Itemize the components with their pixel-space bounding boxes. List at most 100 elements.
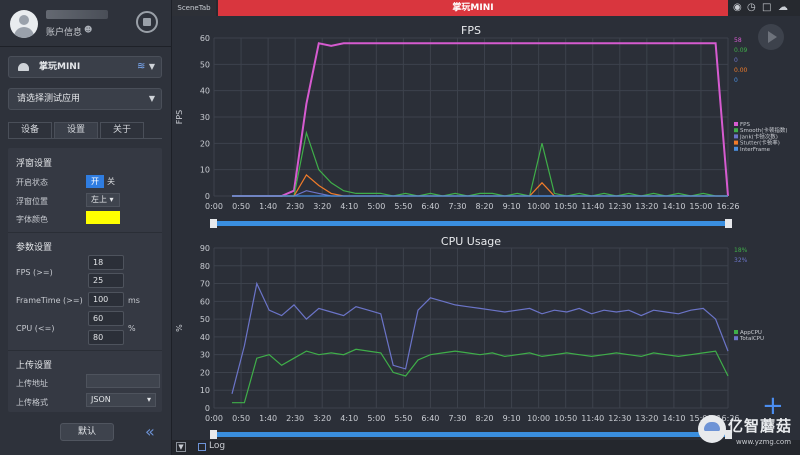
cpu-threshold-1-input[interactable]: 60 bbox=[88, 311, 124, 326]
location-icon[interactable]: ◉ bbox=[733, 2, 742, 13]
legend-swatch bbox=[734, 122, 738, 126]
x-tick-label: 5:00 bbox=[367, 202, 385, 211]
float-position-select[interactable]: 左上 ▾ bbox=[86, 193, 120, 207]
legend-entry: InterFrame bbox=[740, 147, 771, 153]
y-tick-label: 0 bbox=[205, 404, 210, 413]
tab-settings[interactable]: 设置 bbox=[54, 122, 98, 138]
android-icon bbox=[18, 63, 29, 71]
legend-swatch bbox=[734, 134, 738, 139]
frametime-input[interactable]: 100 bbox=[88, 292, 124, 307]
chart-area: FPS FPS 0 10 20 30 40 50 60 0:00 0:50 1:40 2:30 3:20 4… bbox=[172, 16, 800, 440]
top-bar: SceneTab 掌玩MINI ◉ ◷ □ ☁ bbox=[172, 0, 800, 16]
log-checkbox[interactable] bbox=[198, 443, 206, 451]
x-tick-label: 8:20 bbox=[476, 414, 494, 423]
default-button[interactable]: 默认 bbox=[60, 423, 114, 441]
watermark-url: www.yzmg.com bbox=[736, 438, 792, 446]
x-tick-label: 2:30 bbox=[286, 202, 304, 211]
mushroom-logo-icon bbox=[698, 415, 726, 443]
clock-icon[interactable]: ◷ bbox=[747, 2, 756, 13]
legend-swatch bbox=[734, 336, 738, 341]
x-tick-label: 1:40 bbox=[259, 202, 277, 211]
record-button[interactable] bbox=[136, 11, 158, 33]
test-app-select[interactable]: 请选择测试应用 ▼ bbox=[8, 88, 162, 110]
settings-sidebar: 账户信息 ☻ 掌玩MINI ≋ ▼ 请选择测试应用 ▼ 设备 设置 关于 浮窗设… bbox=[0, 0, 172, 455]
folder-icon[interactable]: □ bbox=[762, 2, 772, 13]
x-tick-label: 10:50 bbox=[554, 202, 577, 211]
scene-tab[interactable]: SceneTab bbox=[172, 0, 216, 16]
fps-threshold-1-input[interactable]: 18 bbox=[88, 255, 124, 270]
y-tick-label: 10 bbox=[200, 386, 210, 395]
chart-title: CPU Usage bbox=[441, 235, 501, 248]
legend-swatch bbox=[734, 330, 738, 334]
y-tick-label: 40 bbox=[200, 87, 210, 96]
x-tick-label: 10:50 bbox=[554, 414, 577, 423]
x-tick-label: 8:20 bbox=[476, 202, 494, 211]
y-tick-label: 80 bbox=[200, 262, 210, 271]
charts-svg: FPS FPS 0 10 20 30 40 50 60 0:00 0:50 1:40 2:30 3:20 4… bbox=[175, 24, 788, 439]
y-tick-label: 20 bbox=[200, 368, 210, 377]
collapse-sidebar-button[interactable]: « bbox=[145, 422, 155, 441]
y-tick-label: 0 bbox=[205, 192, 210, 201]
x-tick-label: 5:50 bbox=[394, 414, 412, 423]
upload-format-select[interactable]: JSON ▾ bbox=[86, 393, 156, 407]
x-tick-label: 9:10 bbox=[503, 414, 521, 423]
expand-log-button[interactable]: ▼ bbox=[176, 442, 186, 452]
tabs-underline bbox=[8, 138, 162, 139]
account-info-label[interactable]: 账户信息 bbox=[46, 28, 83, 38]
play-button[interactable] bbox=[758, 24, 784, 50]
float-position-label: 浮窗位置 bbox=[16, 197, 48, 206]
font-color-swatch[interactable] bbox=[86, 211, 120, 224]
chevron-down-icon: ▼ bbox=[148, 94, 155, 103]
device-app-select[interactable]: 掌玩MINI ≋ ▼ bbox=[8, 56, 162, 78]
y-tick-label: 90 bbox=[200, 244, 210, 253]
x-tick-label: 0:00 bbox=[205, 202, 223, 211]
series-line-smooth bbox=[232, 130, 728, 197]
legend-entry: Jank(卡顿次数) bbox=[739, 132, 778, 140]
x-tick-label: 16:26 bbox=[716, 202, 739, 211]
y-tick-label: 20 bbox=[200, 139, 210, 148]
cloud-icon[interactable]: ☁ bbox=[778, 2, 788, 13]
x-tick-label: 12:30 bbox=[608, 414, 631, 423]
x-tick-label: 15:00 bbox=[689, 202, 712, 211]
float-off-toggle[interactable]: 关 bbox=[107, 177, 115, 186]
current-value-label: 32% bbox=[734, 257, 748, 264]
float-on-toggle[interactable]: 开 bbox=[86, 175, 104, 188]
username-blurred bbox=[46, 10, 108, 19]
y-axis-label: FPS bbox=[175, 110, 184, 125]
upload-settings-title: 上传设置 bbox=[16, 361, 53, 371]
slider-handle-left bbox=[210, 219, 217, 228]
add-icon[interactable]: + bbox=[762, 391, 784, 421]
legend-entry: Smooth(卡顿指数) bbox=[740, 126, 788, 134]
cpu-unit: % bbox=[128, 324, 136, 333]
slider-handle-left bbox=[210, 430, 217, 439]
x-tick-label: 1:40 bbox=[259, 414, 277, 423]
legend-swatch bbox=[734, 140, 738, 145]
frametime-unit: ms bbox=[128, 296, 140, 305]
y-tick-label: 30 bbox=[200, 351, 210, 360]
legend-entry: Stutter(卡顿率) bbox=[740, 139, 780, 147]
current-value-label: 58 bbox=[734, 37, 742, 44]
float-settings-title: 浮窗设置 bbox=[16, 159, 53, 169]
x-tick-label: 14:10 bbox=[662, 202, 685, 211]
tab-about[interactable]: 关于 bbox=[100, 122, 144, 138]
wifi-icon: ≋ bbox=[137, 61, 146, 72]
chart-title: FPS bbox=[461, 24, 481, 37]
legend-swatch bbox=[734, 146, 738, 151]
upload-address-input[interactable] bbox=[86, 374, 160, 388]
x-tick-label: 14:10 bbox=[662, 414, 685, 423]
x-tick-label: 7:30 bbox=[448, 202, 466, 211]
current-value-label: 0 bbox=[734, 57, 738, 64]
x-tick-label: 3:20 bbox=[313, 202, 331, 211]
tab-device[interactable]: 设备 bbox=[8, 122, 52, 138]
bottom-bar: ▼ Log bbox=[172, 440, 800, 455]
x-tick-label: 5:50 bbox=[394, 202, 412, 211]
fps-threshold-2-input[interactable]: 25 bbox=[88, 273, 124, 288]
x-tick-label: 0:50 bbox=[232, 202, 250, 211]
avatar[interactable] bbox=[10, 10, 38, 38]
y-tick-label: 60 bbox=[200, 34, 210, 43]
current-value-label: 0.09 bbox=[734, 47, 748, 54]
x-tick-label: 9:10 bbox=[503, 202, 521, 211]
x-tick-label: 13:20 bbox=[635, 414, 658, 423]
time-range-slider bbox=[214, 432, 728, 437]
cpu-threshold-2-input[interactable]: 80 bbox=[88, 330, 124, 345]
